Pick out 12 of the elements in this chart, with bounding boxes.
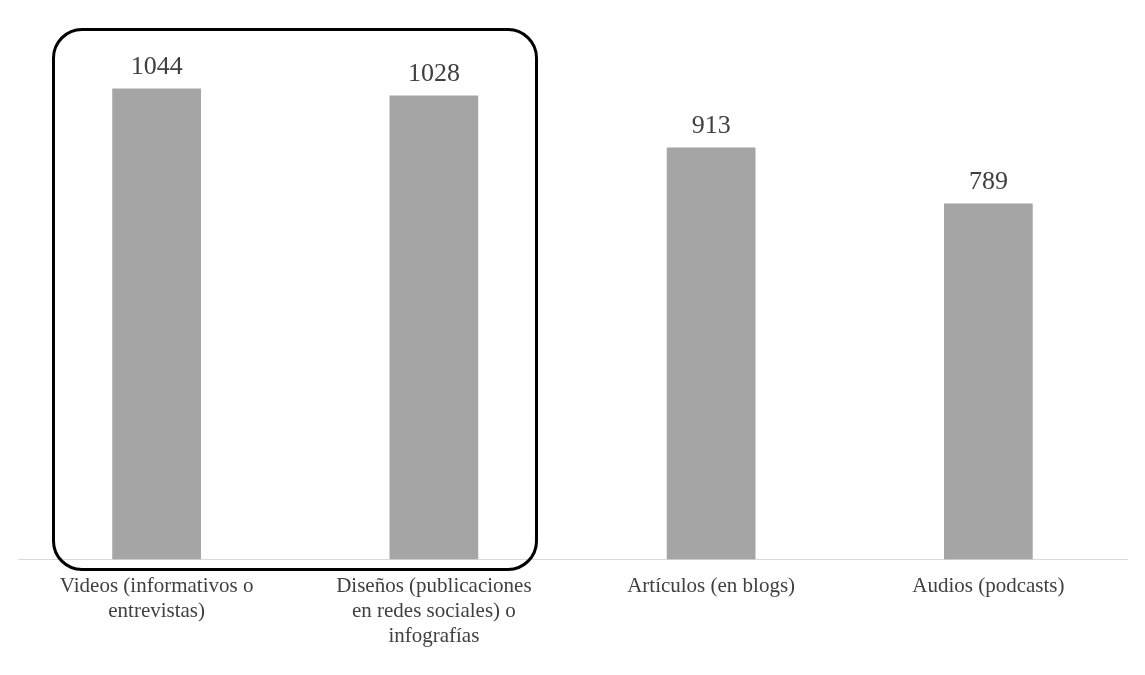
data-label: 1028 xyxy=(407,58,460,88)
bar xyxy=(389,95,479,560)
x-tick-label: Videos (informativos o entrevistas) xyxy=(59,572,254,622)
bar xyxy=(666,147,756,560)
bar xyxy=(112,88,201,560)
data-label: 913 xyxy=(691,110,731,140)
data-label: 789 xyxy=(968,166,1008,196)
bar xyxy=(944,203,1033,560)
data-label: 1044 xyxy=(130,51,183,81)
x-tick-label: Diseños (publicaciones en redes sociales) o infografías xyxy=(336,572,532,647)
x-tick-label: Artículos (en blogs) xyxy=(627,572,796,597)
x-tick-label: Audios (podcasts) xyxy=(912,572,1065,597)
